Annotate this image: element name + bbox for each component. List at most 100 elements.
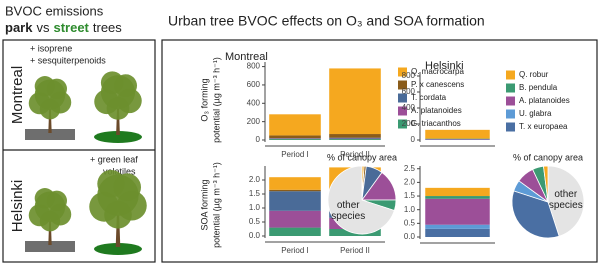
pie-label-line: species	[331, 211, 365, 222]
pie-slice	[547, 165, 585, 237]
bar-segment	[269, 191, 321, 211]
left-title: BVOC emissions	[5, 3, 104, 18]
legend-swatch	[398, 106, 407, 116]
tree-crown	[46, 190, 67, 211]
y-tick-label: 0	[256, 135, 261, 144]
tree-crown	[46, 78, 67, 100]
y-tick-label: 600	[247, 80, 261, 89]
bar-segment	[425, 196, 490, 199]
y-tick-label: 600	[402, 87, 416, 96]
y-tick-label: 2.0	[249, 175, 261, 184]
pie-label: other species	[549, 189, 583, 211]
bar-segment	[269, 177, 321, 190]
legend-swatch	[398, 119, 407, 129]
park-lawn	[94, 131, 142, 143]
bar-segment	[329, 68, 381, 135]
y-tick-label: 2.5	[404, 164, 416, 173]
pie-label-line: other	[554, 189, 577, 200]
y-tick-label: 1.0	[404, 205, 416, 214]
legend-label: T. x europaea	[519, 122, 568, 131]
legend-swatch	[506, 96, 515, 106]
bar-segment	[269, 135, 321, 139]
left-box	[2, 39, 156, 263]
y-axis-label: potential (µg m⁻³ h⁻¹)	[211, 162, 221, 248]
y-tick-label: 800	[402, 71, 416, 80]
city-chart-title: Montreal	[225, 51, 268, 63]
bar-segment	[269, 139, 321, 140]
pie-slice	[327, 165, 395, 235]
emission-note: volatiles	[103, 166, 136, 176]
x-tick-label: Period I	[281, 246, 309, 255]
legend-label: T. cordata	[411, 93, 447, 102]
x-tick-label: Period II	[340, 246, 370, 255]
legend-label: G. triacanthos	[411, 119, 461, 128]
pie-title: % of canopy area	[327, 152, 397, 162]
emission-note: + green leaf	[90, 154, 138, 164]
subtitle-park: park	[5, 20, 33, 35]
y-tick-label: 0.5	[404, 218, 416, 227]
emission-note: + isoprene	[30, 43, 72, 53]
city-label: Helsinki	[9, 180, 26, 233]
y-tick-label: 0.0	[404, 232, 416, 241]
y-tick-label: 200	[247, 117, 261, 126]
y-tick-label: 1.0	[249, 203, 261, 212]
tree-crown	[106, 97, 130, 120]
x-tick-label: Period II	[340, 150, 370, 159]
park-lawn	[94, 243, 142, 255]
tree-crown	[113, 173, 141, 201]
tree-crown	[39, 211, 61, 232]
bar-segment	[269, 189, 321, 192]
street-pavement	[25, 129, 75, 140]
bar-segment	[425, 129, 490, 139]
bar-segment	[425, 224, 490, 229]
x-tick-label: Period I	[281, 150, 309, 159]
pie-label-line: other	[337, 200, 360, 211]
legend-label: P. x canescens	[411, 80, 464, 89]
legend-swatch	[506, 70, 515, 80]
y-tick-label: 0	[411, 135, 416, 144]
legend-swatch	[506, 83, 515, 93]
pie-label: other species	[331, 200, 365, 222]
legend-swatch	[398, 93, 407, 103]
y-tick-label: 1.5	[404, 191, 416, 200]
bar-segment	[269, 227, 321, 236]
legend-label: U. glabra	[519, 109, 552, 118]
legend-label: A. platanoides	[411, 106, 462, 115]
legend-label: Q. robur	[519, 70, 549, 79]
subtitle-street: street	[53, 20, 89, 35]
pie-label-line: species	[549, 200, 583, 211]
tree-crown	[39, 99, 61, 120]
y-tick-label: 400	[402, 103, 416, 112]
right-box	[161, 39, 598, 263]
bar-segment	[425, 187, 490, 197]
pie-slice	[511, 190, 560, 239]
legend-label: A. platanoides	[519, 96, 570, 105]
bar-segment	[329, 139, 381, 140]
tree-crown	[104, 201, 132, 229]
legend-label: B. pendula	[519, 83, 558, 92]
subtitle-vs: vs	[36, 20, 50, 35]
main-title: Urban tree BVOC effects on O₃ and SOA fo…	[168, 13, 485, 29]
legend-swatch	[398, 80, 407, 90]
y-tick-label: 0.5	[249, 217, 261, 226]
tree-crown	[114, 74, 137, 97]
bar-segment	[329, 137, 381, 139]
emission-note: + sesquiterpenoids	[30, 55, 106, 65]
y-axis-label: potential (µg m⁻³ h⁻¹)	[211, 57, 221, 143]
bar-segment	[269, 114, 321, 136]
city-chart-title: Helsinki	[425, 60, 464, 72]
bar-segment	[425, 228, 490, 237]
bar-segment	[269, 210, 321, 228]
y-axis-label: O₃ forming	[199, 78, 209, 121]
legend-swatch	[506, 122, 515, 132]
y-tick-label: 200	[402, 119, 416, 128]
y-tick-label: 400	[247, 98, 261, 107]
legend-label: Q. macrocarpa	[411, 67, 464, 76]
left-subtitle: park vs street trees	[5, 20, 122, 35]
y-tick-label: 2.0	[404, 177, 416, 186]
street-pavement	[25, 241, 75, 252]
y-tick-label: 800	[247, 62, 261, 71]
pie-slice	[543, 165, 549, 203]
y-axis-label: SOA forming	[199, 179, 209, 230]
